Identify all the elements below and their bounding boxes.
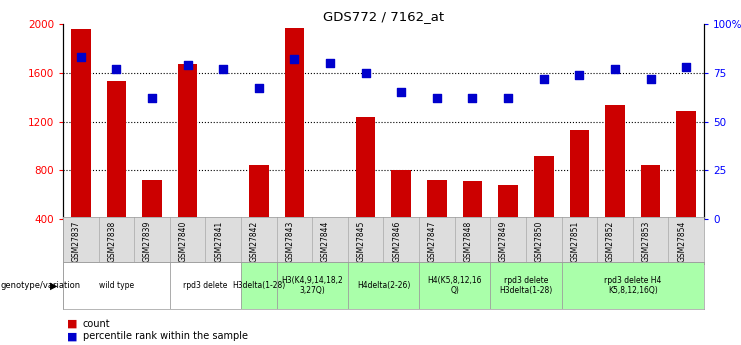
Point <box>359 70 371 76</box>
Text: GSM27845: GSM27845 <box>356 221 365 263</box>
Point <box>609 66 621 72</box>
Bar <box>170 262 241 309</box>
Text: GSM27854: GSM27854 <box>677 221 686 263</box>
Text: GSM27847: GSM27847 <box>428 221 437 263</box>
Text: GSM27851: GSM27851 <box>571 221 579 262</box>
Text: ■: ■ <box>67 319 77 328</box>
Bar <box>348 262 419 309</box>
Bar <box>142 180 162 219</box>
Bar <box>320 219 340 220</box>
Text: percentile rank within the sample: percentile rank within the sample <box>83 332 248 341</box>
Bar <box>605 105 625 219</box>
Text: GSM27848: GSM27848 <box>463 221 473 262</box>
Bar <box>178 65 197 219</box>
Text: H3(K4,9,14,18,2
3,27Q): H3(K4,9,14,18,2 3,27Q) <box>282 276 343 295</box>
Text: GSM27837: GSM27837 <box>72 221 81 263</box>
Bar <box>491 262 562 309</box>
Bar <box>462 181 482 219</box>
Point <box>680 64 692 70</box>
Bar <box>213 219 233 220</box>
Bar <box>276 262 348 309</box>
Bar <box>427 180 447 219</box>
Title: GDS772 / 7162_at: GDS772 / 7162_at <box>323 10 444 23</box>
Bar <box>498 185 518 219</box>
Text: ▶: ▶ <box>50 280 58 290</box>
Text: wild type: wild type <box>99 281 134 290</box>
Text: GSM27842: GSM27842 <box>250 221 259 262</box>
Text: H4delta(2-26): H4delta(2-26) <box>356 281 411 290</box>
Text: H4(K5,8,12,16
Q): H4(K5,8,12,16 Q) <box>428 276 482 295</box>
Text: count: count <box>83 319 110 328</box>
Bar <box>356 117 376 219</box>
Point <box>146 96 158 101</box>
Bar <box>391 170 411 219</box>
Point <box>75 55 87 60</box>
Bar <box>241 262 276 309</box>
Text: GSM27849: GSM27849 <box>499 221 508 263</box>
Point <box>110 66 122 72</box>
Text: GSM27840: GSM27840 <box>179 221 187 263</box>
Point <box>288 57 300 62</box>
Bar <box>107 81 126 219</box>
Bar <box>677 111 696 219</box>
Text: GSM27852: GSM27852 <box>606 221 615 262</box>
Text: GSM27843: GSM27843 <box>285 221 294 263</box>
Text: rpd3 delete
H3delta(1-28): rpd3 delete H3delta(1-28) <box>499 276 553 295</box>
Point <box>467 96 479 101</box>
Text: GSM27850: GSM27850 <box>535 221 544 263</box>
Point <box>502 96 514 101</box>
Text: H3delta(1-28): H3delta(1-28) <box>232 281 285 290</box>
Text: GSM27844: GSM27844 <box>321 221 330 263</box>
Text: GSM27838: GSM27838 <box>107 221 116 262</box>
Bar <box>419 262 491 309</box>
Bar <box>285 28 305 219</box>
Bar <box>562 262 704 309</box>
Bar <box>249 166 269 219</box>
Bar <box>71 29 90 219</box>
Point <box>538 76 550 81</box>
Text: ■: ■ <box>67 332 77 341</box>
Point <box>431 96 443 101</box>
Point <box>324 60 336 66</box>
Text: rpd3 delete: rpd3 delete <box>183 281 227 290</box>
Bar <box>534 156 554 219</box>
Point <box>574 72 585 78</box>
Text: GSM27853: GSM27853 <box>642 221 651 263</box>
Bar <box>641 166 660 219</box>
Text: GSM27841: GSM27841 <box>214 221 223 262</box>
Text: rpd3 delete H4
K5,8,12,16Q): rpd3 delete H4 K5,8,12,16Q) <box>604 276 662 295</box>
Point <box>396 90 408 95</box>
Text: GSM27846: GSM27846 <box>392 221 402 263</box>
Point <box>253 86 265 91</box>
Bar <box>63 262 170 309</box>
Text: genotype/variation: genotype/variation <box>1 281 81 290</box>
Point <box>182 62 193 68</box>
Bar <box>570 130 589 219</box>
Point <box>645 76 657 81</box>
Text: GSM27839: GSM27839 <box>143 221 152 263</box>
Point <box>217 66 229 72</box>
